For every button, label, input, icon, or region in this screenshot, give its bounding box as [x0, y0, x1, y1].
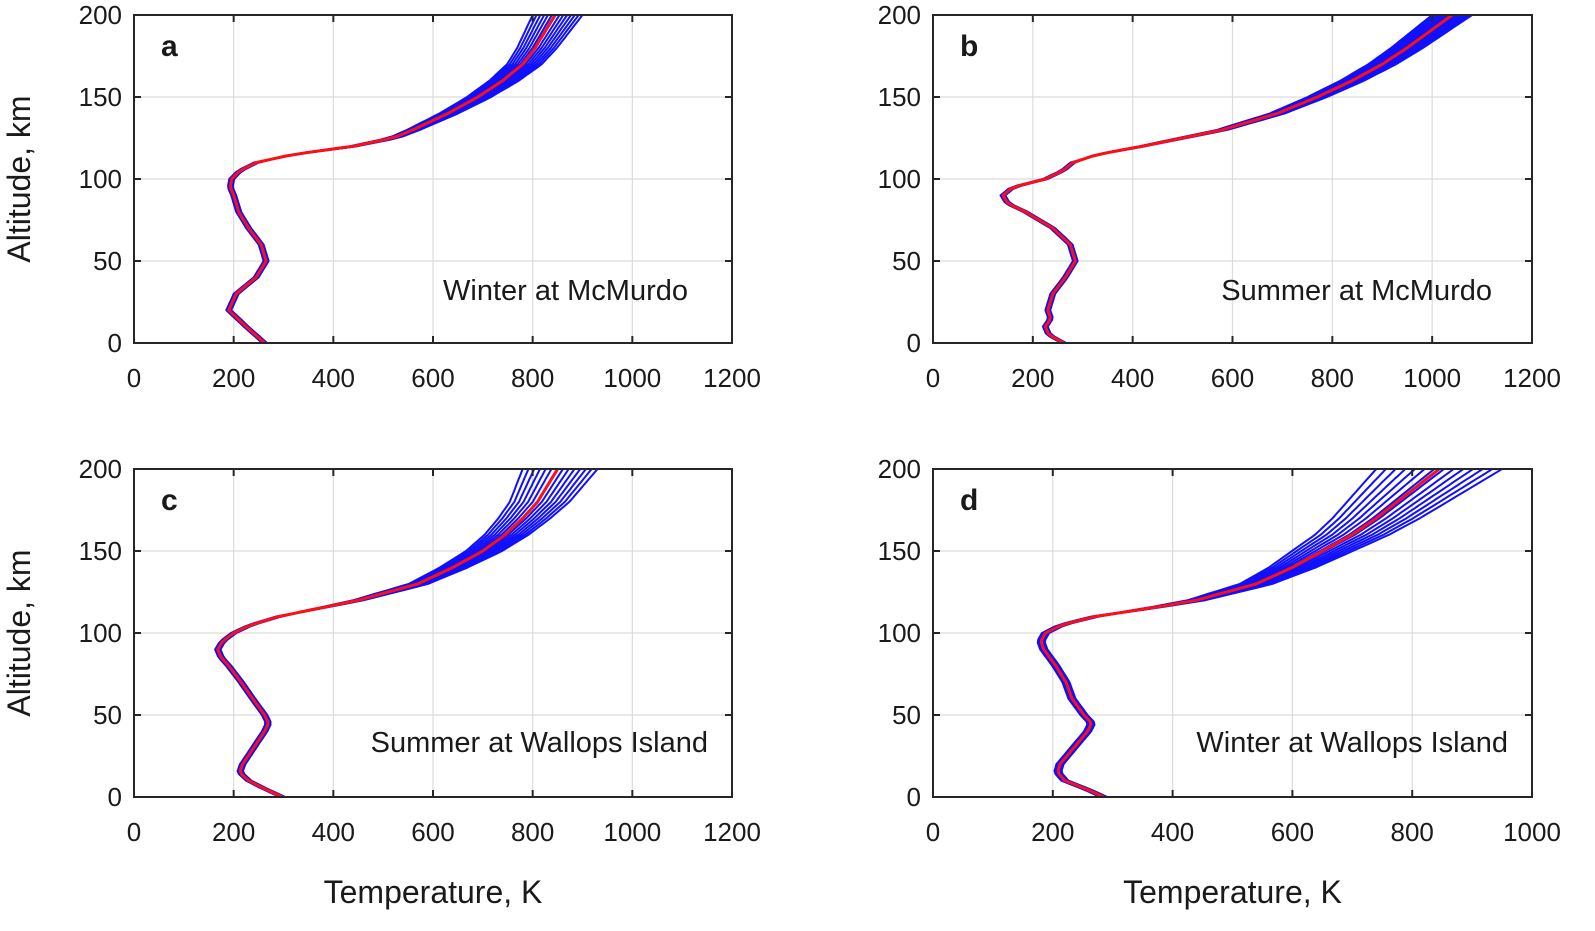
y-tick-label: 0 — [108, 782, 122, 812]
panel-annotation: Summer at McMurdo — [1221, 275, 1492, 307]
x-tick-label: 200 — [212, 363, 255, 393]
panel-d: 0 200 400 600 800 1000 0 50 100 150 200 d Winter at … — [878, 454, 1561, 910]
x-tick-label: 600 — [411, 817, 454, 847]
x-tick-label: 1000 — [1403, 363, 1461, 393]
x-tick-label: 800 — [511, 363, 554, 393]
panel-letter: b — [960, 30, 978, 63]
x-tick-label: 600 — [1211, 363, 1254, 393]
mean-profile-line — [1039, 467, 1441, 799]
x-tick-label: 800 — [1391, 817, 1434, 847]
y-tick-label: 150 — [878, 82, 921, 112]
mean-profile-line — [227, 14, 557, 345]
y-tick-label: 50 — [93, 700, 122, 730]
y-tick-label: 100 — [79, 164, 122, 194]
x-tick-label: 800 — [511, 817, 554, 847]
x-tick-label: 1000 — [1503, 817, 1561, 847]
x-tick-label: 400 — [312, 363, 355, 393]
panel-annotation: Winter at Wallops Island — [1196, 727, 1508, 759]
y-tick-label: 100 — [878, 164, 921, 194]
y-tick-label: 0 — [108, 328, 122, 358]
y-axis-title: Altitude, km — [1, 95, 37, 262]
y-tick-label: 50 — [892, 700, 921, 730]
panel-letter: a — [161, 30, 178, 63]
y-tick-label: 100 — [79, 618, 122, 648]
x-tick-label: 400 — [312, 817, 355, 847]
y-tick-label: 0 — [907, 328, 921, 358]
x-tick-label: 400 — [1151, 817, 1194, 847]
x-tick-label: 400 — [1111, 363, 1154, 393]
panel-annotation: Winter at McMurdo — [443, 275, 688, 307]
x-tick-label: 1200 — [1503, 363, 1561, 393]
panel-b: 0 200 400 600 800 1000 1200 0 50 100 150 200 b Summer… — [878, 0, 1561, 393]
mean-profile-line — [216, 468, 559, 799]
y-axis-title: Altitude, km — [1, 549, 37, 716]
x-tick-label: 200 — [1031, 817, 1074, 847]
y-tick-label: 200 — [878, 454, 921, 484]
x-tick-label: 200 — [1011, 363, 1054, 393]
y-tick-label: 150 — [79, 536, 122, 566]
mean-profile-line — [1001, 13, 1453, 345]
x-axis-title: Temperature, K — [1123, 874, 1342, 910]
x-tick-label: 600 — [411, 363, 454, 393]
x-tick-label: 0 — [926, 363, 940, 393]
y-tick-label: 0 — [907, 782, 921, 812]
x-tick-label: 1000 — [603, 363, 661, 393]
y-tick-label: 200 — [79, 454, 122, 484]
y-tick-label: 100 — [878, 618, 921, 648]
x-axis-title: Temperature, K — [324, 874, 543, 910]
ensemble-profile-line — [1044, 468, 1503, 798]
y-tick-label: 200 — [79, 0, 122, 30]
x-tick-label: 0 — [127, 817, 141, 847]
x-tick-label: 1000 — [603, 817, 661, 847]
y-tick-label: 50 — [892, 246, 921, 276]
x-tick-label: 1200 — [703, 363, 761, 393]
x-tick-label: 600 — [1271, 817, 1314, 847]
ensemble-profile-line — [230, 14, 584, 344]
panel-annotation: Summer at Wallops Island — [371, 727, 708, 759]
y-tick-label: 50 — [93, 246, 122, 276]
y-tick-label: 200 — [878, 0, 921, 30]
x-tick-label: 0 — [926, 817, 940, 847]
panel-a: 0 200 400 600 800 1000 1200 0 50 100 150 200 a Winter… — [1, 0, 761, 393]
x-tick-label: 0 — [127, 363, 141, 393]
y-tick-label: 150 — [878, 536, 921, 566]
x-tick-label: 800 — [1311, 363, 1354, 393]
panel-letter: d — [960, 484, 978, 517]
panel-c: 0 200 400 600 800 1000 1200 0 50 100 150 200 c Summer… — [1, 454, 761, 910]
panel-letter: c — [161, 484, 178, 517]
x-tick-label: 200 — [212, 817, 255, 847]
x-tick-label: 1200 — [703, 817, 761, 847]
y-tick-label: 150 — [79, 82, 122, 112]
